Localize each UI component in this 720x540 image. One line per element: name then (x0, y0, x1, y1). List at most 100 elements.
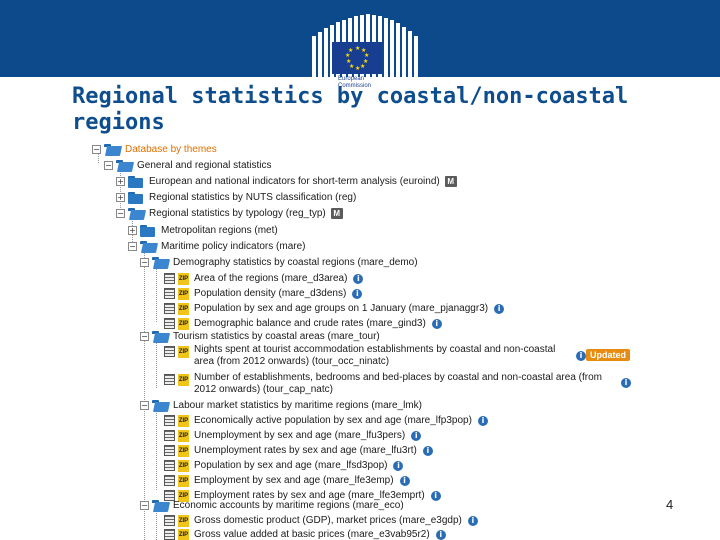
dataset-item[interactable]: ZIP Number of establishments, bedrooms a… (164, 372, 624, 400)
info-icon[interactable]: i (435, 529, 446, 540)
collapse-toggle-icon[interactable]: − (116, 209, 125, 218)
table-icon[interactable] (164, 515, 175, 526)
dataset-label[interactable]: Population density (mare_d3dens) (194, 288, 347, 299)
tree-node-label[interactable]: Maritime policy indicators (mare) (161, 241, 306, 252)
tree-node-mare-tour[interactable]: − Tourism statistics by coastal areas (m… (140, 329, 380, 344)
dataset-item[interactable]: ZIP Area of the regions (mare_d3area) i (164, 271, 364, 286)
dataset-item[interactable]: ZIP Gross domestic product (GDP), market… (164, 513, 478, 528)
tree-node-reg-typ[interactable]: − Regional statistics by typology (reg_t… (116, 206, 343, 221)
dataset-label[interactable]: Population by sex and age (mare_lfsd3pop… (194, 460, 388, 471)
tree-node-label[interactable]: Metropolitan regions (met) (161, 225, 278, 236)
collapse-toggle-icon[interactable]: − (104, 161, 113, 170)
info-icon[interactable]: i (353, 273, 364, 284)
dataset-item[interactable]: ZIP Unemployment by sex and age (mare_lf… (164, 428, 422, 443)
info-icon[interactable]: i (393, 460, 404, 471)
tree-node-label[interactable]: Regional statistics by NUTS classificati… (149, 192, 357, 203)
zip-download-icon[interactable]: ZIP (178, 459, 189, 472)
dataset-item[interactable]: ZIP Gross value added at basic prices (m… (164, 527, 446, 540)
dataset-label[interactable]: Gross value added at basic prices (mare_… (194, 529, 430, 540)
metadata-badge-icon[interactable]: M (444, 176, 457, 187)
tree-node-met[interactable]: + Metropolitan regions (met) (128, 223, 278, 238)
zip-download-icon[interactable]: ZIP (178, 489, 189, 502)
dataset-item[interactable]: ZIP Employment by sex and age (mare_lfe3… (164, 473, 410, 488)
dataset-item[interactable]: ZIP Unemployment rates by sex and age (m… (164, 443, 433, 458)
collapse-toggle-icon[interactable]: − (140, 258, 149, 267)
table-icon[interactable] (164, 475, 175, 486)
table-icon[interactable] (164, 490, 175, 501)
table-icon[interactable] (164, 430, 175, 441)
tree-node-general-regional[interactable]: − General and regional statistics (104, 158, 272, 173)
dataset-label[interactable]: Employment rates by sex and age (mare_lf… (194, 490, 425, 501)
table-icon[interactable] (164, 529, 175, 540)
info-icon[interactable]: i (411, 430, 422, 441)
collapse-toggle-icon[interactable]: − (140, 401, 149, 410)
table-icon[interactable] (164, 374, 175, 385)
info-icon[interactable]: i (352, 288, 363, 299)
tree-node-label[interactable]: Economic accounts by maritime regions (m… (173, 500, 404, 511)
zip-download-icon[interactable]: ZIP (178, 317, 189, 330)
collapse-toggle-icon[interactable]: − (140, 501, 149, 510)
zip-download-icon[interactable]: ZIP (178, 346, 189, 358)
dataset-label[interactable]: Nights spent at tourist accommodation es… (194, 344, 556, 367)
zip-download-icon[interactable]: ZIP (178, 444, 189, 457)
info-icon[interactable]: i (576, 351, 586, 361)
info-icon[interactable]: i (467, 515, 478, 526)
table-icon[interactable] (164, 303, 175, 314)
tree-node-label[interactable]: Database by themes (125, 144, 217, 155)
info-icon[interactable]: i (621, 378, 631, 388)
zip-download-icon[interactable]: ZIP (178, 302, 189, 315)
tree-node-mare-demo[interactable]: − Demography statistics by coastal regio… (140, 255, 418, 270)
dataset-label[interactable]: Demographic balance and crude rates (mar… (194, 318, 426, 329)
table-icon[interactable] (164, 460, 175, 471)
tree-node-mare-eco[interactable]: − Economic accounts by maritime regions … (140, 498, 404, 513)
collapse-toggle-icon[interactable]: − (140, 332, 149, 341)
collapse-toggle-icon[interactable]: − (92, 145, 101, 154)
tree-node-mare[interactable]: − Maritime policy indicators (mare) (128, 239, 305, 254)
tree-node-label[interactable]: Tourism statistics by coastal areas (mar… (173, 331, 380, 342)
info-icon[interactable]: i (430, 490, 441, 501)
info-icon[interactable]: i (494, 303, 505, 314)
tree-node-label[interactable]: General and regional statistics (137, 160, 272, 171)
dataset-label[interactable]: Area of the regions (mare_d3area) (194, 273, 348, 284)
dataset-label[interactable]: Number of establishments, bedrooms and b… (194, 372, 602, 395)
collapse-toggle-icon[interactable]: − (128, 242, 137, 251)
zip-download-icon[interactable]: ZIP (178, 414, 189, 427)
tree-node-label[interactable]: Demography statistics by coastal regions… (173, 257, 418, 268)
zip-download-icon[interactable]: ZIP (178, 528, 189, 540)
metadata-badge-icon[interactable]: M (330, 208, 343, 219)
dataset-label[interactable]: Population by sex and age groups on 1 Ja… (194, 303, 489, 314)
dataset-item[interactable]: ZIP Economically active population by se… (164, 413, 488, 428)
expand-toggle-icon[interactable]: + (128, 226, 137, 235)
table-icon[interactable] (164, 288, 175, 299)
info-icon[interactable]: i (422, 445, 433, 456)
tree-node-mare-lmk[interactable]: − Labour market statistics by maritime r… (140, 398, 422, 413)
zip-download-icon[interactable]: ZIP (178, 374, 189, 386)
tree-node-label[interactable]: Regional statistics by typology (reg_typ… (149, 208, 326, 219)
dataset-item[interactable]: ZIP Demographic balance and crude rates … (164, 316, 442, 331)
info-icon[interactable]: i (477, 415, 488, 426)
table-icon[interactable] (164, 415, 175, 426)
dataset-item[interactable]: ZIP Population density (mare_d3dens) i (164, 286, 363, 301)
table-icon[interactable] (164, 445, 175, 456)
dataset-label[interactable]: Gross domestic product (GDP), market pri… (194, 515, 462, 526)
dataset-item[interactable]: ZIP Population by sex and age groups on … (164, 301, 505, 316)
tree-node-label[interactable]: Labour market statistics by maritime reg… (173, 400, 422, 411)
zip-download-icon[interactable]: ZIP (178, 429, 189, 442)
dataset-label[interactable]: Unemployment by sex and age (mare_lfu3pe… (194, 430, 406, 441)
dataset-item[interactable]: ZIP Population by sex and age (mare_lfsd… (164, 458, 404, 473)
tree-node-label[interactable]: European and national indicators for sho… (149, 176, 440, 187)
info-icon[interactable]: i (431, 318, 442, 329)
table-icon[interactable] (164, 346, 175, 357)
info-icon[interactable]: i (399, 475, 410, 486)
zip-download-icon[interactable]: ZIP (178, 287, 189, 300)
zip-download-icon[interactable]: ZIP (178, 474, 189, 487)
table-icon[interactable] (164, 318, 175, 329)
tree-node-reg[interactable]: + Regional statistics by NUTS classifica… (116, 190, 356, 205)
expand-toggle-icon[interactable]: + (116, 177, 125, 186)
dataset-label[interactable]: Economically active population by sex an… (194, 415, 472, 426)
table-icon[interactable] (164, 273, 175, 284)
dataset-item[interactable]: ZIP Employment rates by sex and age (mar… (164, 488, 441, 503)
dataset-label[interactable]: Unemployment rates by sex and age (mare_… (194, 445, 417, 456)
dataset-label[interactable]: Employment by sex and age (mare_lfe3emp) (194, 475, 394, 486)
tree-node-database-by-themes[interactable]: − Database by themes (92, 142, 217, 157)
